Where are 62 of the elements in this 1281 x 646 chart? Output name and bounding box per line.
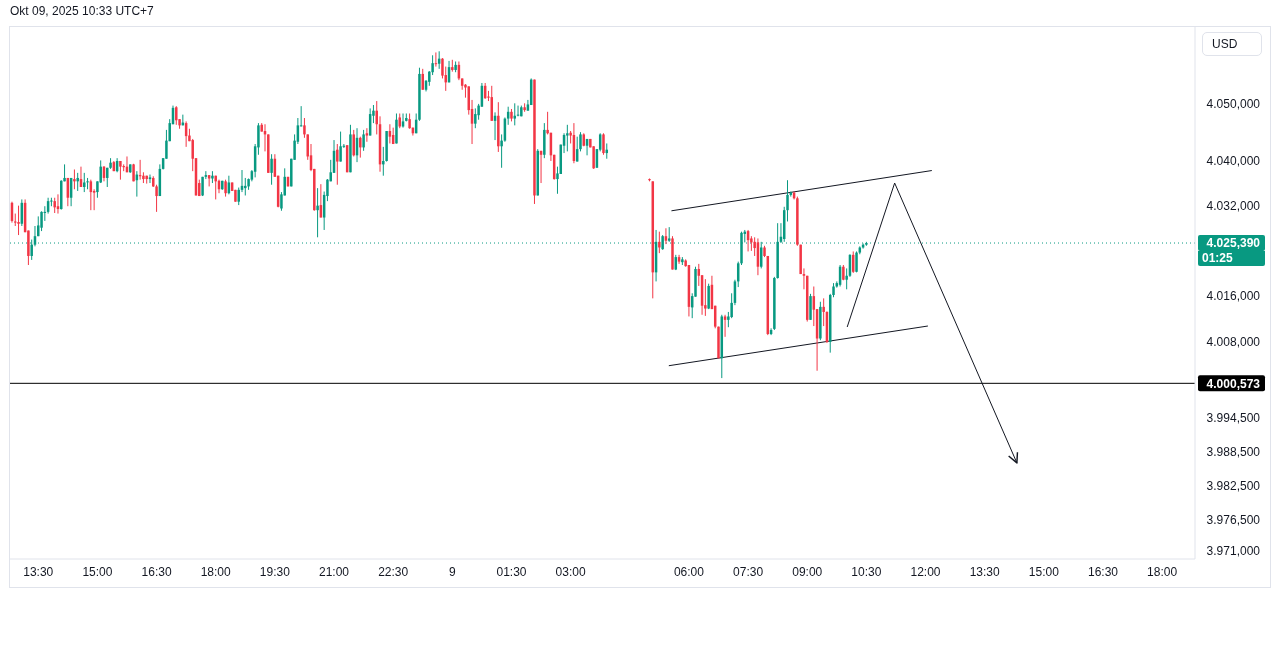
candlestick	[339, 131, 342, 163]
y-tick-label: 3.982,500	[1206, 478, 1261, 493]
candlestick	[362, 129, 365, 152]
x-tick-label: 13:30	[23, 564, 54, 579]
ref-line-label: 4.000,573	[1206, 376, 1261, 391]
x-tick-label: 09:00	[792, 564, 823, 579]
candlestick	[809, 293, 812, 321]
candlestick	[40, 210, 43, 232]
y-tick-label: 3.971,000	[1206, 543, 1261, 558]
candlestick	[175, 105, 178, 126]
x-tick-label: 16:30	[141, 564, 172, 579]
x-tick-label: 12:00	[910, 564, 941, 579]
y-tick-label: 4.008,000	[1206, 334, 1261, 349]
x-tick-label: 03:00	[555, 564, 586, 579]
x-tick-label: 16:30	[1087, 564, 1119, 579]
candlestick	[395, 113, 398, 144]
candlestick	[658, 231, 661, 254]
candlestick	[73, 168, 76, 190]
x-tick-label: 01:30	[496, 564, 527, 579]
candlestick	[707, 283, 710, 310]
candlestick	[359, 136, 362, 159]
candlestick	[421, 68, 424, 91]
candlestick	[566, 124, 569, 152]
candlestick	[579, 131, 582, 152]
candlestick	[207, 174, 211, 187]
candlestick	[17, 205, 20, 236]
x-tick-label: 21:00	[319, 564, 350, 579]
candlestick	[76, 172, 79, 192]
y-tick-label: 3.988,500	[1206, 444, 1261, 459]
candlestick	[316, 187, 319, 238]
candlestick	[86, 177, 89, 190]
candlestick	[365, 127, 369, 143]
x-tick-label: 18:00	[1147, 564, 1178, 579]
y-axis-title: USD	[1202, 32, 1262, 56]
x-tick-label: 9	[448, 564, 456, 579]
x-tick-label: 15:00	[1028, 564, 1060, 579]
x-tick-label: 18:00	[200, 564, 232, 579]
text: Okt 09, 2025 10:33 UTC+7	[10, 4, 154, 18]
y-tick-label: 4.016,000	[1206, 289, 1261, 304]
x-tick-label: 13:30	[969, 564, 1001, 579]
y-tick-label: 4.040,000	[1206, 153, 1261, 168]
candlestick	[270, 153, 273, 186]
x-tick-label: 07:30	[733, 564, 764, 579]
y-tick-label: 3.994,500	[1206, 410, 1261, 425]
y-tick-label: 4.032,000	[1206, 198, 1261, 213]
x-tick-label: 06:00	[673, 564, 705, 579]
y-tick-label: 3.976,500	[1206, 512, 1261, 527]
x-tick-label: 22:30	[378, 564, 409, 579]
text: 01:25	[1198, 251, 1265, 267]
ref-line-label: 4.025,390	[1206, 236, 1261, 251]
y-tick-label: 4.050,000	[1206, 97, 1261, 112]
candlestick	[602, 132, 605, 156]
x-tick-label: 19:30	[259, 564, 291, 579]
candlestick	[704, 278, 707, 317]
candlestick	[352, 129, 355, 157]
x-tick-label: 15:00	[82, 564, 113, 579]
candlestick	[336, 143, 339, 186]
candlestick	[546, 111, 549, 135]
x-tick-label: 10:30	[851, 564, 882, 579]
candlestick	[83, 172, 86, 193]
candlestick	[723, 314, 727, 338]
candlestick	[474, 107, 477, 129]
